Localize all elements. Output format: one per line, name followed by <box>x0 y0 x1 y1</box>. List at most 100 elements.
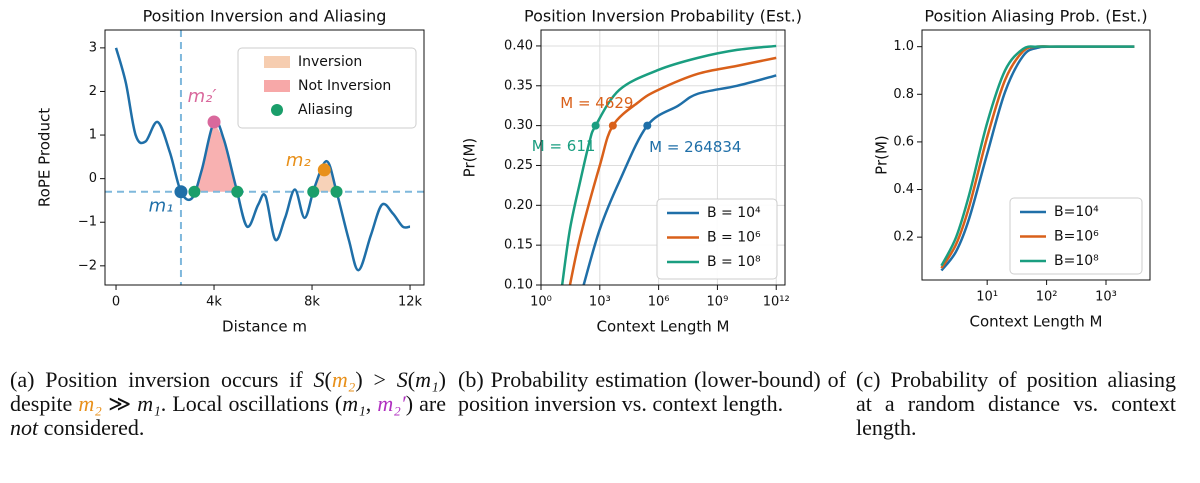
point-label: m₂ <box>286 150 311 171</box>
caption-text: , <box>365 391 378 416</box>
caption-text: S <box>313 367 325 392</box>
y-tick-label: 0.25 <box>504 158 533 173</box>
y-tick-label: 0.40 <box>504 38 533 53</box>
x-tick-label: 10¹ <box>976 290 998 305</box>
highlight-point <box>174 185 188 199</box>
caption-text: ) > <box>355 367 397 392</box>
point-label: m₁ <box>149 196 174 217</box>
x-tick-label: 10¹² <box>763 295 790 310</box>
highlight-point <box>608 121 617 130</box>
y-tick-label: 2 <box>89 84 97 99</box>
caption-text: m₂′ <box>377 391 406 416</box>
x-tick-label: 10³ <box>589 295 611 310</box>
series-line <box>582 74 777 286</box>
legend-box <box>1009 197 1143 275</box>
caption-text: m₁ <box>415 367 439 392</box>
y-tick-label: 0 <box>89 171 97 186</box>
series-line <box>940 45 1135 267</box>
x-axis-label: Context Length M <box>970 313 1103 331</box>
point-label: m₂′ <box>188 86 217 107</box>
figure: Position Inversion and Aliasing Distance … <box>36 7 1151 336</box>
caption-text: ( <box>324 367 332 392</box>
y-tick-label: 0.20 <box>504 198 533 213</box>
aliasing-point <box>330 185 343 198</box>
y-tick-label: 1 <box>89 128 97 143</box>
chart-title: Position Inversion Probability (Est.) <box>524 7 802 26</box>
legend-label: B=10⁶ <box>1054 229 1099 245</box>
y-tick-label: 0.4 <box>893 182 914 197</box>
caption-text: ) despite <box>10 367 446 416</box>
region <box>194 121 238 192</box>
caption-text: m₂ <box>331 367 356 392</box>
legend-label: B=10⁴ <box>1054 204 1099 220</box>
point-label: M = 611 <box>532 137 596 155</box>
legend-swatch <box>264 80 290 92</box>
y-tick-label: 0.6 <box>893 134 914 149</box>
y-axis-label: Pr(M) <box>461 138 479 178</box>
series-line <box>568 56 777 286</box>
legend-label: B = 10⁴ <box>707 205 761 221</box>
caption-text: (a) Position inversion occurs if <box>10 367 314 392</box>
series-line <box>114 47 411 272</box>
caption-text: m₂ <box>78 391 102 416</box>
x-tick-label: 10² <box>1036 290 1058 305</box>
caption-text: S <box>396 367 408 392</box>
caption: (a) Position inversion occurs if S(m₂) >… <box>10 368 446 440</box>
legend-swatch <box>264 56 290 68</box>
legend-label: B=10⁸ <box>1054 253 1099 269</box>
highlight-point <box>207 115 221 129</box>
caption-text: ( <box>407 367 416 392</box>
caption-text: ≫ <box>101 391 138 416</box>
y-tick-label: 0.2 <box>893 230 914 245</box>
point-label: M = 264834 <box>649 138 741 156</box>
y-tick-label: 0.35 <box>504 78 533 93</box>
series-line <box>560 44 777 286</box>
highlight-point <box>591 121 600 130</box>
x-axis-label: Distance m <box>222 318 307 336</box>
caption-text: not <box>10 415 39 440</box>
x-tick-label: 0 <box>112 295 120 310</box>
x-tick-label: 10⁶ <box>648 295 670 310</box>
x-tick-label: 12k <box>398 295 423 310</box>
x-tick-label: 4k <box>206 295 222 310</box>
caption-text: m₁ <box>342 391 366 416</box>
y-tick-label: 0.8 <box>893 87 914 102</box>
y-tick-label: 0.15 <box>504 238 533 253</box>
axes-frame <box>921 29 1151 281</box>
x-axis-label: Context Length M <box>597 318 730 336</box>
y-tick-label: 3 <box>89 40 97 55</box>
caption-text: m₁ <box>137 391 161 416</box>
caption: (c) Probability of position aliasing at … <box>856 368 1176 440</box>
region <box>313 161 337 192</box>
caption-text: (c) Probability of position aliasing at … <box>856 367 1176 440</box>
legend-swatch <box>271 104 283 116</box>
caption: (b) Probability estimation (lower-bound)… <box>458 368 846 416</box>
axes-frame <box>540 29 786 286</box>
point-label: M = 4629 <box>560 94 633 112</box>
y-tick-label: 0.30 <box>504 118 533 133</box>
aliasing-point <box>307 185 320 198</box>
caption-text: ) are <box>405 391 447 416</box>
axes-frame <box>104 29 425 286</box>
legend-label: B = 10⁶ <box>707 230 761 246</box>
chart-title: Position Inversion and Aliasing <box>143 7 387 26</box>
legend-label: Aliasing <box>298 102 353 118</box>
caption-text: (b) Probability estimation (lower-bound)… <box>458 367 846 416</box>
y-axis-label: RoPE Product <box>36 108 54 207</box>
legend-label: Inversion <box>298 54 362 70</box>
y-tick-label: 1.0 <box>893 39 914 54</box>
caption-text: . Local oscillations ( <box>160 391 343 416</box>
highlight-point <box>643 121 652 130</box>
chart-title: Position Aliasing Prob. (Est.) <box>924 7 1147 26</box>
aliasing-point <box>231 185 244 198</box>
x-tick-label: 8k <box>304 295 320 310</box>
x-tick-label: 10⁰ <box>530 295 552 310</box>
highlight-point <box>317 163 331 177</box>
y-tick-label: −2 <box>78 258 97 273</box>
legend-box <box>656 198 778 280</box>
caption-text: considered. <box>38 415 145 440</box>
legend-label: B = 10⁸ <box>707 254 761 270</box>
aliasing-point <box>188 185 201 198</box>
y-tick-label: 0.10 <box>504 278 533 293</box>
